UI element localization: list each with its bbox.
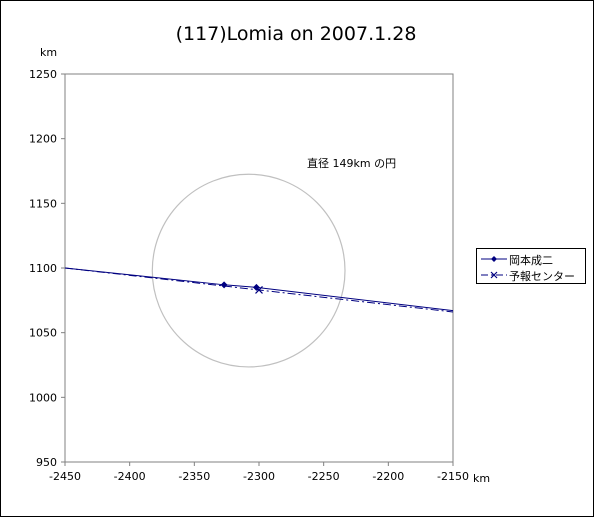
diameter-circle xyxy=(151,173,346,368)
x-tick-label: -2200 xyxy=(372,470,404,483)
x-tick-label: -2350 xyxy=(178,470,210,483)
legend: 岡本成二 予報センター xyxy=(476,248,586,284)
y-tick-label: 950 xyxy=(36,456,57,469)
series-group xyxy=(64,267,454,313)
series-1-line xyxy=(64,267,454,312)
y-tick-label: 1050 xyxy=(29,327,57,340)
series-2-point xyxy=(255,286,263,294)
circle-annotation: 直径 149km の円 xyxy=(307,156,396,170)
diameter-circle-group xyxy=(151,173,346,368)
x-tick-label: -2250 xyxy=(308,470,340,483)
x-marker-icon xyxy=(490,271,498,279)
x-tick-label: -2450 xyxy=(49,470,81,483)
x-axis-ticks: -2450 -2400 -2350 -2300 -2250 -2200 -2150 xyxy=(49,462,469,483)
plot-area xyxy=(64,73,454,463)
y-axis-unit-label: km xyxy=(40,46,57,59)
y-axis-ticks: 950 1000 1050 1100 1150 1200 1250 xyxy=(29,68,65,469)
y-tick-label: 1250 xyxy=(29,68,57,81)
x-axis-unit-label: km xyxy=(473,472,490,485)
y-tick-label: 1000 xyxy=(29,391,57,404)
chart-title: (117)Lomia on 2007.1.28 xyxy=(176,23,417,45)
y-tick-label: 1200 xyxy=(29,133,57,146)
legend-swatch-series-2 xyxy=(481,271,507,279)
y-tick-label: 1100 xyxy=(29,262,57,275)
x-tick-label: -2150 xyxy=(437,470,469,483)
legend-entry-series-1: 岡本成二 xyxy=(477,251,585,267)
diamond-marker-icon xyxy=(491,256,497,262)
y-tick-label: 1150 xyxy=(29,197,57,210)
legend-swatch-series-1 xyxy=(481,256,507,262)
x-tick-label: -2300 xyxy=(243,470,275,483)
legend-label-series-2: 予報センター xyxy=(509,270,575,283)
legend-label-series-1: 岡本成二 xyxy=(509,254,553,267)
legend-entry-series-2: 予報センター xyxy=(477,267,585,283)
x-tick-label: -2400 xyxy=(114,470,146,483)
